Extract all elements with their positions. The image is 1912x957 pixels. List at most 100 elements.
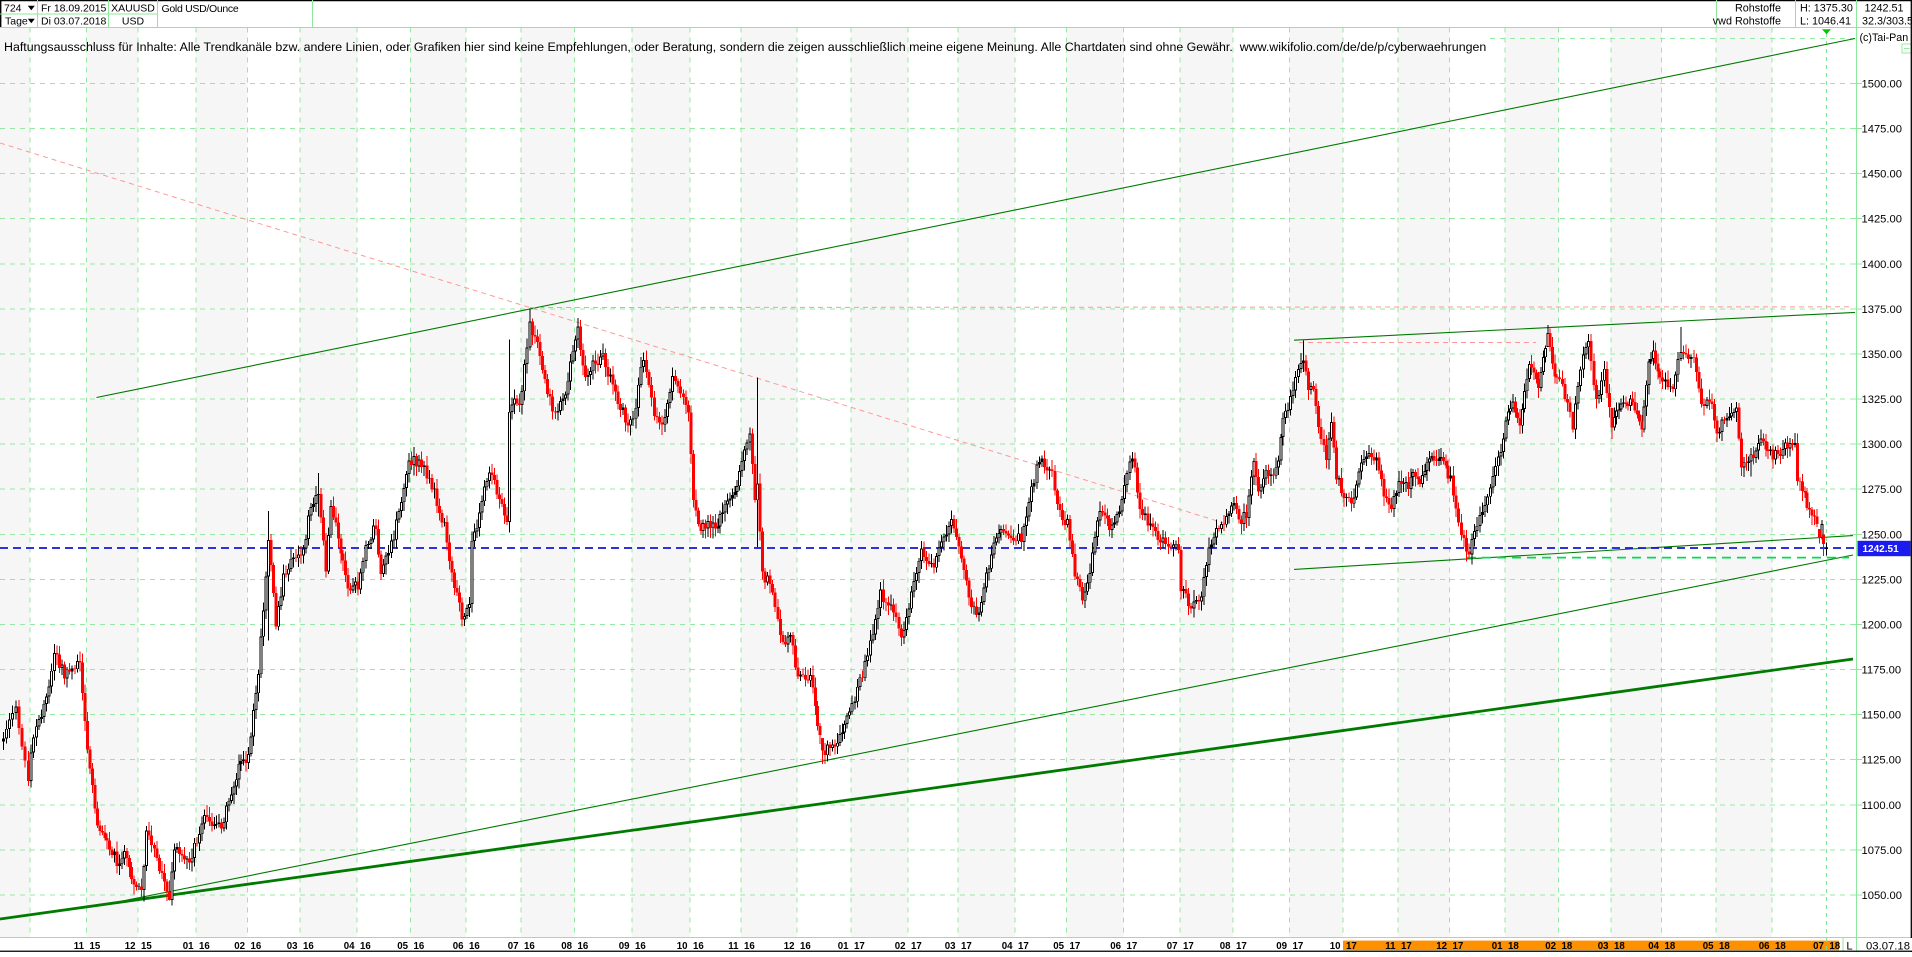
svg-text:10: 10 (1330, 941, 1341, 952)
svg-text:L: 1046.41: L: 1046.41 (1800, 16, 1851, 28)
svg-text:03: 03 (287, 941, 298, 952)
svg-text:03: 03 (1598, 941, 1609, 952)
svg-text:17: 17 (1453, 941, 1464, 952)
svg-text:11: 11 (1385, 941, 1396, 952)
svg-text:06: 06 (1759, 941, 1770, 952)
svg-text:05: 05 (1703, 941, 1714, 952)
svg-text:1225.00: 1225.00 (1862, 574, 1902, 586)
svg-text:09: 09 (1276, 941, 1287, 952)
svg-text:1175.00: 1175.00 (1862, 665, 1902, 677)
svg-text:17: 17 (911, 941, 922, 952)
svg-text:Tage: Tage (5, 16, 28, 28)
svg-text:06: 06 (1110, 941, 1121, 952)
svg-text:1242.51: 1242.51 (1863, 544, 1900, 555)
svg-text:17: 17 (1018, 941, 1029, 952)
svg-text:1250.00: 1250.00 (1862, 529, 1902, 541)
svg-text:1100.00: 1100.00 (1862, 800, 1902, 812)
svg-text:01: 01 (1492, 941, 1503, 952)
svg-text:15: 15 (90, 941, 101, 952)
svg-text:04: 04 (344, 941, 355, 952)
svg-text:07: 07 (1167, 941, 1178, 952)
svg-text:17: 17 (1127, 941, 1138, 952)
svg-text:1475.00: 1475.00 (1862, 124, 1902, 136)
svg-text:1125.00: 1125.00 (1862, 755, 1902, 767)
svg-text:12: 12 (784, 941, 795, 952)
svg-text:01: 01 (838, 941, 849, 952)
svg-text:01: 01 (183, 941, 194, 952)
svg-text:17: 17 (961, 941, 972, 952)
svg-text:H: 1375.30: H: 1375.30 (1800, 3, 1853, 15)
svg-text:03: 03 (945, 941, 956, 952)
svg-text:1375.00: 1375.00 (1862, 304, 1902, 316)
svg-text:16: 16 (469, 941, 480, 952)
svg-text:17: 17 (854, 941, 865, 952)
svg-text:1075.00: 1075.00 (1862, 845, 1902, 857)
svg-text:Haftungsausschluss für Inhalte: Haftungsausschluss für Inhalte: Alle Tre… (4, 40, 1486, 54)
svg-text:16: 16 (800, 941, 811, 952)
svg-text:02: 02 (234, 941, 245, 952)
svg-text:32.3/303.5: 32.3/303.5 (1862, 16, 1912, 28)
svg-text:16: 16 (303, 941, 314, 952)
svg-text:1400.00: 1400.00 (1862, 259, 1902, 271)
svg-text:18: 18 (1614, 941, 1625, 952)
svg-text:18: 18 (1562, 941, 1573, 952)
svg-text:1325.00: 1325.00 (1862, 394, 1902, 406)
svg-text:07: 07 (1813, 941, 1824, 952)
svg-text:(c)Tai-Pan: (c)Tai-Pan (1860, 32, 1909, 44)
svg-text:Gold USD/Ounce: Gold USD/Ounce (162, 3, 239, 15)
svg-text:11: 11 (728, 941, 739, 952)
svg-text:Fr 18.09.2015: Fr 18.09.2015 (41, 3, 107, 15)
svg-text:06: 06 (453, 941, 464, 952)
svg-text:05: 05 (1053, 941, 1064, 952)
svg-text:17: 17 (1070, 941, 1081, 952)
svg-text:11: 11 (74, 941, 85, 952)
svg-text:1242.51: 1242.51 (1864, 3, 1903, 15)
svg-text:18: 18 (1775, 941, 1786, 952)
svg-text:1200.00: 1200.00 (1862, 619, 1902, 631)
svg-text:16: 16 (578, 941, 589, 952)
svg-text:17: 17 (1183, 941, 1194, 952)
svg-text:05: 05 (397, 941, 408, 952)
svg-text:07: 07 (508, 941, 519, 952)
svg-text:08: 08 (1220, 941, 1231, 952)
svg-text:16: 16 (199, 941, 210, 952)
svg-text:USD: USD (122, 16, 145, 28)
svg-text:02: 02 (1545, 941, 1556, 952)
svg-text:1300.00: 1300.00 (1862, 439, 1902, 451)
svg-text:XAUUSD: XAUUSD (111, 3, 155, 15)
svg-text:1150.00: 1150.00 (1862, 710, 1902, 722)
svg-text:17: 17 (1401, 941, 1412, 952)
svg-text:17: 17 (1346, 941, 1357, 952)
svg-text:1050.00: 1050.00 (1862, 890, 1902, 902)
svg-text:02: 02 (895, 941, 906, 952)
svg-text:17: 17 (1293, 941, 1304, 952)
svg-text:vwd Rohstoffe: vwd Rohstoffe (1713, 16, 1781, 28)
svg-text:L: L (1846, 940, 1852, 952)
svg-text:16: 16 (744, 941, 755, 952)
svg-text:1425.00: 1425.00 (1862, 214, 1902, 226)
svg-text:18: 18 (1665, 941, 1676, 952)
svg-text:724: 724 (4, 3, 22, 15)
svg-text:12: 12 (1436, 941, 1447, 952)
svg-text:18: 18 (1829, 941, 1840, 952)
svg-text:18: 18 (1719, 941, 1730, 952)
svg-text:16: 16 (635, 941, 646, 952)
svg-text:04: 04 (1002, 941, 1013, 952)
svg-text:1350.00: 1350.00 (1862, 349, 1902, 361)
svg-text:10: 10 (677, 941, 688, 952)
svg-text:16: 16 (360, 941, 371, 952)
svg-text:1275.00: 1275.00 (1862, 484, 1902, 496)
svg-text:Di 03.07.2018: Di 03.07.2018 (41, 16, 107, 28)
svg-text:17: 17 (1236, 941, 1247, 952)
svg-text:08: 08 (561, 941, 572, 952)
svg-text:16: 16 (251, 941, 262, 952)
svg-text:Rohstoffe: Rohstoffe (1735, 3, 1781, 15)
svg-text:04: 04 (1648, 941, 1659, 952)
svg-text:03.07.18: 03.07.18 (1866, 940, 1910, 952)
svg-text:16: 16 (524, 941, 535, 952)
svg-text:18: 18 (1508, 941, 1519, 952)
svg-text:12: 12 (125, 941, 136, 952)
svg-text:1450.00: 1450.00 (1862, 169, 1902, 181)
svg-text:15: 15 (141, 941, 152, 952)
svg-text:16: 16 (693, 941, 704, 952)
